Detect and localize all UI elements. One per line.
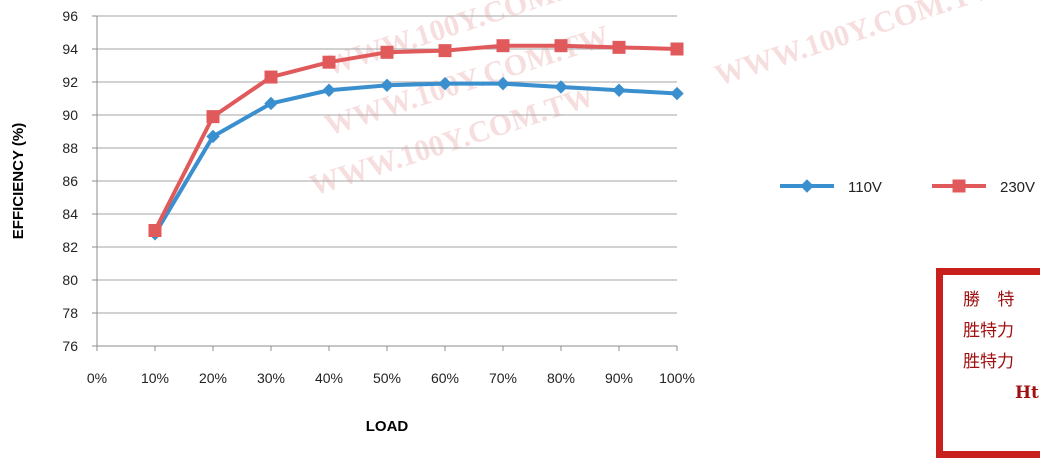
data-point — [438, 76, 452, 91]
axes — [96, 16, 678, 351]
x-tick-label: 40% — [315, 370, 343, 386]
watermark-text: WWW.100Y.COM.TW — [711, 0, 1004, 93]
data-point — [496, 76, 510, 91]
y-tick-label: 94 — [62, 41, 78, 57]
data-point — [322, 83, 336, 97]
series-230v — [148, 39, 684, 237]
x-tick-label: 10% — [141, 370, 169, 386]
legend-marker — [952, 179, 966, 193]
y-tick-label: 76 — [62, 338, 78, 354]
data-point — [554, 39, 568, 53]
x-tick-label: 0% — [87, 370, 107, 386]
stamp-line-3: 胜特力 — [963, 352, 1014, 372]
data-point — [438, 44, 452, 58]
y-tick-label: 80 — [62, 272, 78, 288]
gridlines — [92, 15, 677, 347]
data-point — [148, 224, 162, 237]
data-point — [206, 110, 220, 124]
x-tick-label: 50% — [373, 370, 401, 386]
legend-marker — [800, 179, 814, 193]
series-line — [153, 43, 678, 232]
x-tick-label: 100% — [659, 370, 695, 386]
data-point — [612, 83, 626, 97]
x-tick-label: 90% — [605, 370, 633, 386]
stamp-line-2: 胜特力 — [963, 321, 1014, 341]
x-axis-title: LOAD — [366, 418, 409, 435]
x-tick-label: 30% — [257, 370, 285, 386]
x-tick-label: 20% — [199, 370, 227, 386]
data-point — [554, 80, 568, 94]
company-stamp: 勝 特 胜特力 胜特力 Ht — [936, 268, 1040, 458]
data-point — [322, 55, 336, 69]
data-point — [670, 42, 684, 56]
tick-labels: 76 78 80 82 84 86 88 90 92 94 96 0% 10% 20% 30% 40% 50% 6… — [62, 8, 694, 386]
y-tick-label: 88 — [62, 140, 78, 156]
y-tick-label: 92 — [62, 74, 78, 90]
data-point — [496, 39, 510, 53]
y-tick-label: 86 — [62, 173, 78, 189]
data-point — [670, 86, 684, 101]
y-tick-label: 82 — [62, 239, 78, 255]
y-tick-label: 78 — [62, 305, 78, 321]
legend-item-110v: 110V — [780, 179, 882, 196]
x-tick-label: 70% — [489, 370, 517, 386]
efficiency-chart: WWW.100Y.COM.TWWWW.100Y.COM.TWWWW.100Y.C… — [10, 0, 1035, 435]
series-line — [153, 81, 678, 235]
data-point — [380, 45, 394, 59]
legend: 110V 230V — [780, 179, 1035, 196]
stamp-line-1: 勝 特 — [963, 290, 1021, 310]
data-point — [264, 70, 278, 84]
series-layer — [148, 39, 684, 241]
y-tick-label: 96 — [62, 8, 78, 24]
y-tick-label: 90 — [62, 107, 78, 123]
legend-label: 110V — [848, 179, 882, 196]
data-point — [380, 78, 394, 93]
watermark-layer: WWW.100Y.COM.TWWWW.100Y.COM.TWWWW.100Y.C… — [306, 0, 1004, 203]
data-point — [264, 96, 278, 111]
legend-label: 230V — [1000, 179, 1035, 196]
x-tick-label: 80% — [547, 370, 575, 386]
data-point — [612, 40, 626, 54]
data-point — [206, 129, 220, 144]
y-tick-label: 84 — [62, 206, 78, 222]
y-axis-title: EFFICIENCY (%) — [10, 123, 27, 239]
stamp-line-4: Ht — [1015, 383, 1039, 403]
legend-item-230v: 230V — [932, 179, 1035, 196]
x-tick-label: 60% — [431, 370, 459, 386]
